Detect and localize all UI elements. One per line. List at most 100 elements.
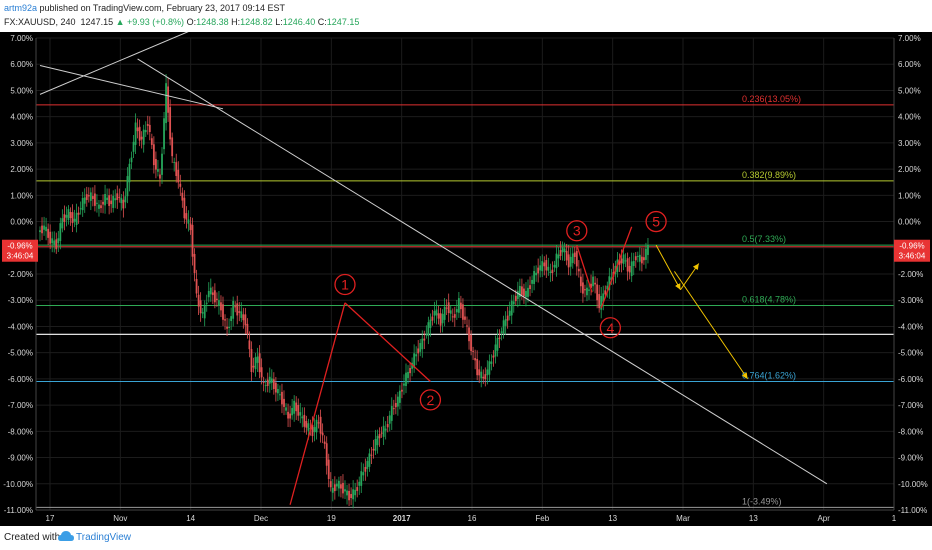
candle-body: [157, 169, 159, 172]
x-tick-label: Apr: [817, 514, 830, 523]
candle-body: [421, 338, 424, 350]
y-tick-label-left: 5.00%: [10, 86, 33, 95]
candle-body: [319, 416, 322, 434]
candle-body: [79, 208, 82, 210]
candle-body: [510, 300, 513, 316]
symbol[interactable]: FX:XAUUSD, 240: [4, 17, 76, 27]
candle-body: [136, 127, 139, 132]
candle-body: [624, 260, 627, 262]
high-value: 1248.82: [240, 17, 273, 27]
candle-body: [277, 388, 279, 394]
candle-body: [211, 292, 214, 295]
wave-line: [344, 302, 431, 382]
tradingview-brand[interactable]: TradingView: [76, 532, 132, 543]
candle-body: [419, 343, 422, 352]
open-value: 1248.38: [196, 17, 229, 27]
candle-body: [610, 277, 613, 281]
candle-body: [392, 408, 395, 410]
candle-body: [506, 315, 509, 321]
candle-body: [303, 414, 306, 427]
candle-body: [645, 248, 647, 260]
candle-body: [464, 316, 466, 320]
candle-body: [325, 443, 328, 466]
candle-body: [586, 287, 588, 296]
candle-body: [159, 174, 161, 179]
candle-body: [81, 198, 84, 211]
candle-body: [382, 425, 385, 437]
candle-body: [618, 260, 621, 265]
candle-body: [431, 316, 434, 321]
candle-body: [551, 269, 554, 274]
candle-body: [295, 402, 298, 412]
candle-body: [126, 176, 129, 197]
candle-body: [529, 285, 531, 290]
x-tick-label: 16: [468, 514, 477, 523]
forecast-arrow: [655, 244, 681, 290]
candle-body: [512, 301, 515, 305]
candle-body: [146, 124, 149, 126]
y-tick-label-left: -10.00%: [3, 480, 33, 489]
candle-body: [492, 355, 495, 358]
candle-body: [518, 285, 521, 297]
drawings[interactable]: 1 2 3 4 5: [39, 32, 828, 505]
candle-body: [71, 212, 74, 224]
candle-body: [478, 369, 481, 376]
candle-body: [539, 265, 542, 271]
x-tick-label: 14: [186, 514, 195, 523]
candle-body: [285, 407, 287, 411]
candle-body: [226, 326, 228, 329]
candle-body: [132, 141, 135, 152]
candle-body: [415, 354, 418, 357]
candle-body: [447, 302, 450, 313]
candle-body: [571, 253, 574, 264]
author-link[interactable]: artm92a: [4, 3, 38, 13]
price-chart[interactable]: 0.236(13.05%) 0.382(9.89%) 0.5(7.33%) 0.618…: [0, 32, 932, 526]
candle-body: [218, 300, 220, 306]
y-tick-label-left: 7.00%: [10, 34, 33, 43]
candle-body: [380, 432, 383, 434]
candle-body: [41, 225, 43, 234]
candle-body: [338, 480, 340, 489]
candle-body: [486, 369, 489, 376]
candle-body: [443, 306, 446, 320]
open-label: O:: [186, 17, 197, 27]
candle-body: [124, 196, 127, 203]
candle-body: [242, 314, 245, 321]
candle-body: [622, 254, 625, 264]
price-badge-left-countdown: 3:46:04: [7, 252, 34, 261]
publish-info: published on TradingView.com, February 2…: [39, 3, 286, 13]
candle-body: [299, 412, 302, 416]
candle-body: [370, 454, 373, 456]
candle-body: [61, 218, 64, 229]
candle-body: [236, 303, 239, 316]
candle-body: [460, 302, 462, 310]
candle-body: [604, 290, 607, 295]
candle-body: [268, 376, 271, 384]
y-tick-label-right: 5.00%: [898, 86, 921, 95]
wave-label: 1: [341, 276, 349, 292]
candle-body: [620, 258, 623, 264]
candle-body: [128, 163, 131, 183]
candle-body: [372, 448, 375, 451]
candle-body: [272, 379, 275, 389]
candle-body: [496, 338, 499, 351]
candle-body: [120, 198, 123, 204]
candle-body: [100, 205, 102, 209]
candle-body: [441, 313, 444, 324]
candle-body: [368, 453, 371, 467]
candle-body: [155, 159, 157, 170]
candle-body: [488, 361, 491, 375]
candle-body: [91, 196, 94, 199]
candle-body: [340, 484, 342, 489]
x-tick-label: 17: [46, 514, 55, 523]
y-tick-label-right: -10.00%: [898, 480, 928, 489]
candle-body: [205, 302, 208, 304]
x-tick-label: Dec: [254, 514, 268, 523]
candle-body: [388, 415, 391, 424]
candle-body: [169, 107, 172, 140]
candle-body: [632, 261, 635, 266]
candle-body: [130, 157, 133, 163]
candle-body: [104, 194, 106, 206]
candle-body: [260, 367, 263, 378]
candle-body: [399, 390, 401, 403]
